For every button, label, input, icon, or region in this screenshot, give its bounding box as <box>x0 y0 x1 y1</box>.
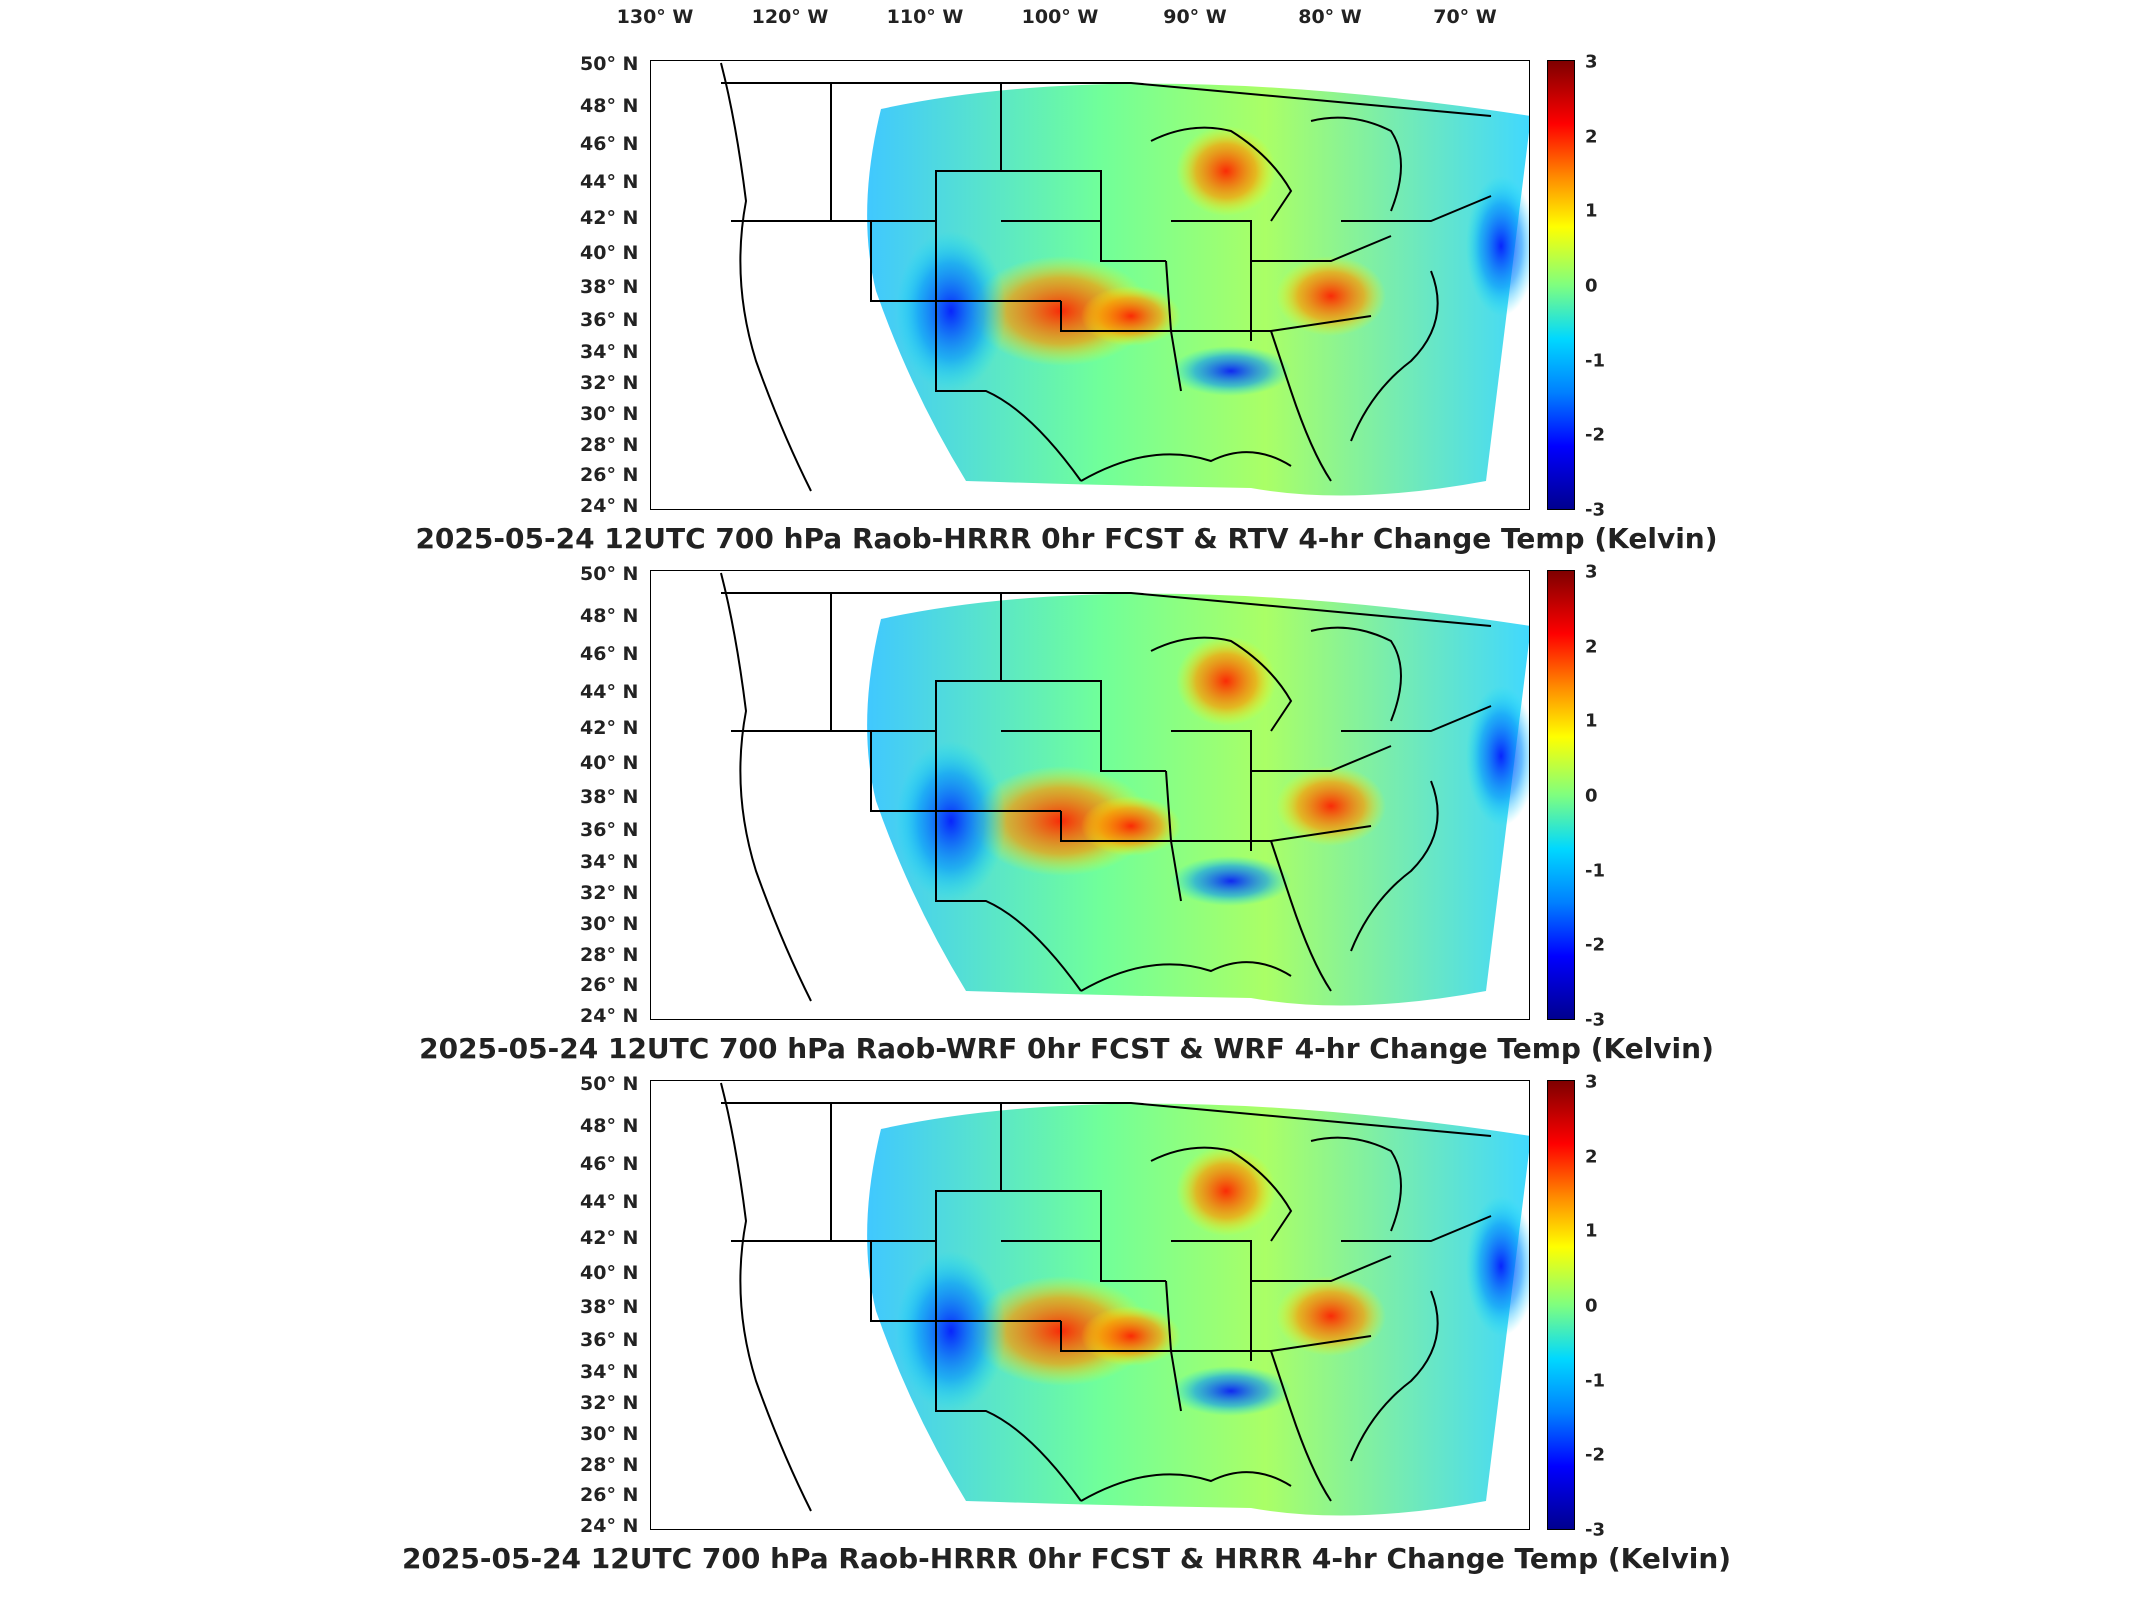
lat-label: 40° N <box>580 752 639 774</box>
temperature-map <box>720 572 1529 1006</box>
colorbar-tick: -3 <box>1585 1009 1605 1031</box>
colorbar-tick: 0 <box>1585 1295 1598 1317</box>
lat-label: 44° N <box>580 171 639 193</box>
lat-label: 32° N <box>580 882 639 904</box>
lat-label: 46° N <box>580 133 639 155</box>
colorbar-tick: 1 <box>1585 710 1598 732</box>
lat-label: 28° N <box>580 944 639 966</box>
lat-label: 50° N <box>580 53 639 75</box>
lat-label: 30° N <box>580 403 639 425</box>
colorbar-tick: 2 <box>1585 636 1598 658</box>
lat-label: 34° N <box>580 1361 639 1383</box>
colorbar-tick: 1 <box>1585 1220 1598 1242</box>
lat-label: 38° N <box>580 276 639 298</box>
lon-label-90w: 90° W <box>1163 6 1227 28</box>
colorbar-tick: -3 <box>1585 499 1605 521</box>
lat-label: 40° N <box>580 242 639 264</box>
lat-label: 24° N <box>580 495 639 517</box>
lat-label: 38° N <box>580 1296 639 1318</box>
lat-label: 48° N <box>580 1115 639 1137</box>
colorbar-tick: 2 <box>1585 1146 1598 1168</box>
colorbar-tick: -2 <box>1585 934 1605 956</box>
lat-label: 50° N <box>580 1073 639 1095</box>
colorbar-tick: -2 <box>1585 1444 1605 1466</box>
lat-label: 44° N <box>580 681 639 703</box>
lat-label: 48° N <box>580 605 639 627</box>
colorbar-tick: -1 <box>1585 350 1605 372</box>
map-frame <box>650 1080 1530 1530</box>
lat-label: 38° N <box>580 786 639 808</box>
colorbar <box>1547 60 1575 510</box>
colorbar-tick: 0 <box>1585 275 1598 297</box>
lat-label: 26° N <box>580 464 639 486</box>
lat-label: 28° N <box>580 434 639 456</box>
colorbar <box>1547 570 1575 1020</box>
lon-label-100w: 100° W <box>1021 6 1099 28</box>
lat-label: 46° N <box>580 1153 639 1175</box>
panel-title: 2025-05-24 12UTC 700 hPa Raob-HRRR 0hr F… <box>401 1542 1732 1575</box>
lat-label: 26° N <box>580 974 639 996</box>
colorbar-tick: 0 <box>1585 785 1598 807</box>
lat-label: 28° N <box>580 1454 639 1476</box>
lat-label: 42° N <box>580 207 639 229</box>
panel-title: 2025-05-24 12UTC 700 hPa Raob-HRRR 0hr F… <box>415 522 1718 555</box>
lat-label: 36° N <box>580 1329 639 1351</box>
lat-label: 40° N <box>580 1262 639 1284</box>
lat-label: 30° N <box>580 913 639 935</box>
lat-label: 46° N <box>580 643 639 665</box>
colorbar-tick: -3 <box>1585 1519 1605 1541</box>
lat-label: 32° N <box>580 372 639 394</box>
lat-label: 48° N <box>580 95 639 117</box>
panel-title: 2025-05-24 12UTC 700 hPa Raob-WRF 0hr FC… <box>419 1032 1714 1065</box>
lat-label: 42° N <box>580 1227 639 1249</box>
colorbar-tick: -1 <box>1585 1370 1605 1392</box>
panel-wrf: 50° N 48° N 46° N 44° N 42° N 40° N 38° … <box>0 562 2133 1080</box>
colorbar-tick: 3 <box>1585 1071 1598 1093</box>
temperature-map <box>720 1082 1529 1516</box>
lat-label: 44° N <box>580 1191 639 1213</box>
colorbar-tick: -2 <box>1585 424 1605 446</box>
lat-label: 36° N <box>580 819 639 841</box>
panel-hrrr: 50° N 48° N 46° N 44° N 42° N 40° N 38° … <box>0 1072 2133 1590</box>
lat-label: 26° N <box>580 1484 639 1506</box>
panel-rtv: 50° N 48° N 46° N 44° N 42° N 40° N 38° … <box>0 52 2133 570</box>
lat-label: 50° N <box>580 563 639 585</box>
lat-label: 36° N <box>580 309 639 331</box>
lon-label-110w: 110° W <box>886 6 964 28</box>
lat-label: 24° N <box>580 1005 639 1027</box>
lat-label: 34° N <box>580 851 639 873</box>
temperature-map <box>720 62 1529 496</box>
lon-label-120w: 120° W <box>751 6 829 28</box>
colorbar-tick: 3 <box>1585 51 1598 73</box>
lon-label-70w: 70° W <box>1433 6 1497 28</box>
map-frame <box>650 60 1530 510</box>
colorbar-tick: 2 <box>1585 126 1598 148</box>
lat-label: 30° N <box>580 1423 639 1445</box>
colorbar-tick: 1 <box>1585 200 1598 222</box>
colorbar-tick: -1 <box>1585 860 1605 882</box>
lon-label-130w: 130° W <box>616 6 694 28</box>
lat-label: 34° N <box>580 341 639 363</box>
lon-label-80w: 80° W <box>1298 6 1362 28</box>
lat-label: 42° N <box>580 717 639 739</box>
lat-label: 32° N <box>580 1392 639 1414</box>
colorbar-tick: 3 <box>1585 561 1598 583</box>
map-frame <box>650 570 1530 1020</box>
colorbar <box>1547 1080 1575 1530</box>
lat-label: 24° N <box>580 1515 639 1537</box>
